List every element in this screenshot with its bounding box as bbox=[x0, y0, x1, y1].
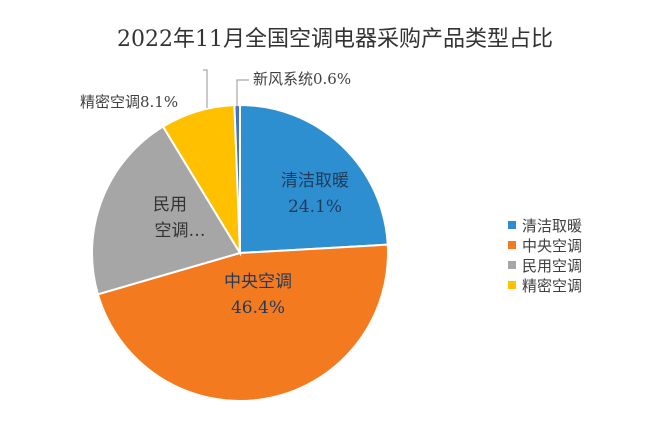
leader-line-jingmi bbox=[203, 69, 208, 108]
legend-swatch-jingmi bbox=[508, 281, 516, 289]
slice-label-minyong-line2: 空调… bbox=[155, 221, 206, 241]
slice-label-zhongyang-name: 中央空调 bbox=[224, 272, 292, 292]
leader-line-xinfeng bbox=[236, 79, 249, 106]
slice-label-xinfeng: 新风系统0.6% bbox=[253, 70, 351, 88]
legend-swatch-qingjie bbox=[508, 221, 516, 229]
legend-swatch-zhongyang bbox=[508, 241, 516, 249]
pie-slice-2 bbox=[91, 125, 242, 296]
pie-slice-1 bbox=[96, 243, 389, 402]
slice-label-minyong-line1: 民用 bbox=[153, 195, 187, 215]
slice-label-qingjie-name: 清洁取暖 bbox=[281, 171, 349, 191]
legend-entry-jingmi: 精密空调 bbox=[522, 277, 582, 295]
slice-label-zhongyang-pct: 46.4% bbox=[231, 298, 285, 318]
legend: 清洁取暖 中央空调 民用空调 精密空调 bbox=[508, 217, 582, 295]
pie-slices bbox=[91, 103, 389, 402]
slice-label-jingmi: 精密空调8.1% bbox=[80, 93, 178, 111]
legend-entry-qingjie: 清洁取暖 bbox=[522, 217, 582, 235]
slice-label-qingjie-pct: 24.1% bbox=[288, 197, 342, 217]
pie-slice-0 bbox=[239, 103, 389, 255]
chart-title: 2022年11月全国空调电器采购产品类型占比 bbox=[117, 27, 553, 52]
legend-entry-zhongyang: 中央空调 bbox=[522, 237, 582, 255]
legend-entry-minyong: 民用空调 bbox=[522, 257, 582, 275]
legend-swatch-minyong bbox=[508, 261, 516, 269]
